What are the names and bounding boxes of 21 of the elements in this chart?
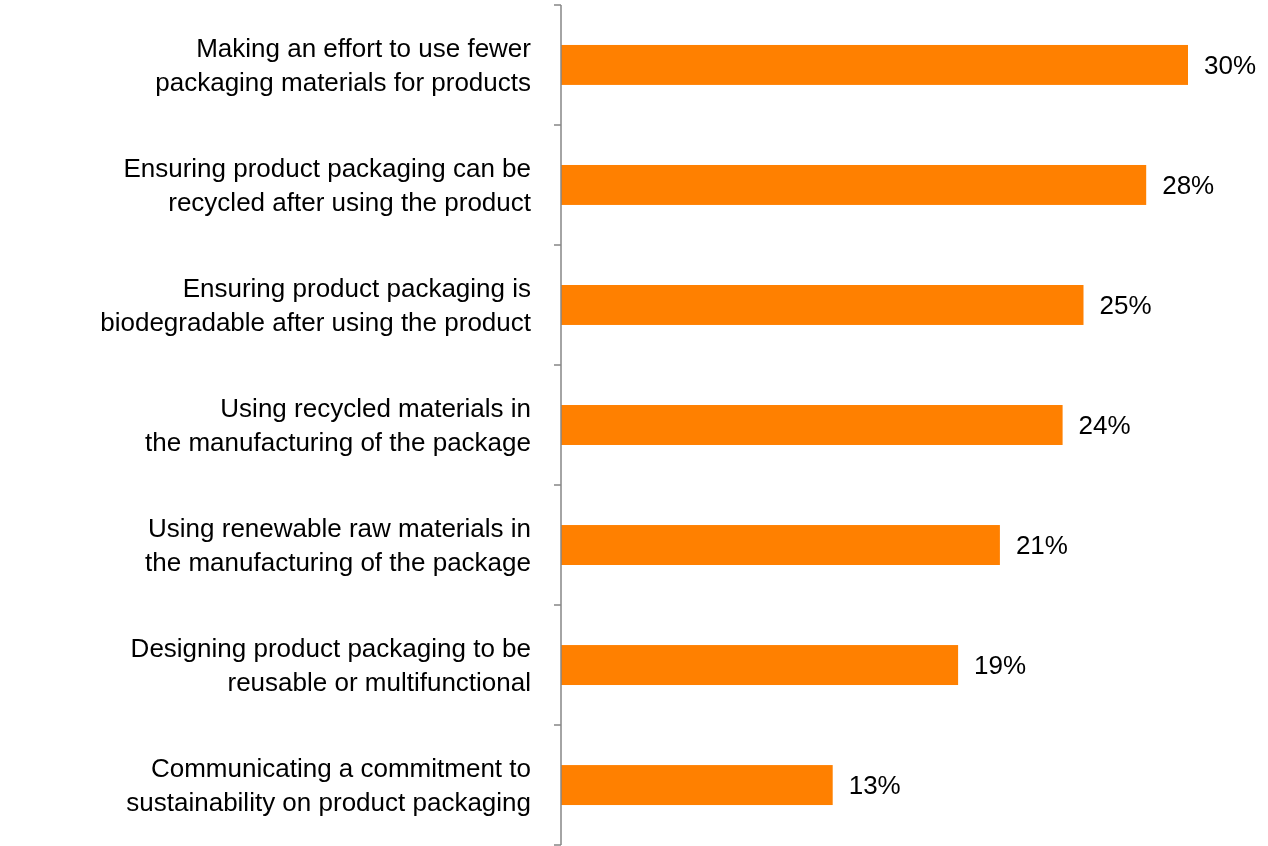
y-tick-label: Designing product packaging to be reusable or multifunctional	[130, 633, 531, 698]
data-label: 30%	[1204, 49, 1257, 80]
data-label: 25%	[1099, 289, 1152, 320]
data-label: 13%	[848, 770, 901, 801]
y-tick-label: Ensuring product packaging can be recycled after using the product	[123, 152, 532, 217]
bar	[561, 525, 1000, 565]
y-tick-label: Using recycled materials in the manufacturing of the package	[145, 393, 531, 457]
bar	[561, 645, 959, 686]
bar	[561, 405, 1063, 445]
data-label: 21%	[1015, 530, 1068, 561]
y-tick-label: Making an effort to use fewer packaging materials for products	[155, 32, 532, 97]
data-label: 19%	[974, 650, 1027, 681]
bar	[561, 285, 1084, 325]
y-tick-label: Using renewable raw materials in the manufacturing of the package	[145, 513, 531, 578]
data-label: 28%	[1162, 169, 1215, 200]
bar	[561, 164, 1147, 205]
y-tick-label: Communicating a commitment to sustainability on product packaging	[126, 753, 531, 818]
y-tick-label: Ensuring product packaging is biodegradable after using the product	[100, 272, 532, 337]
bar	[561, 765, 833, 806]
data-label: 24%	[1078, 410, 1131, 440]
bar	[561, 44, 1188, 85]
